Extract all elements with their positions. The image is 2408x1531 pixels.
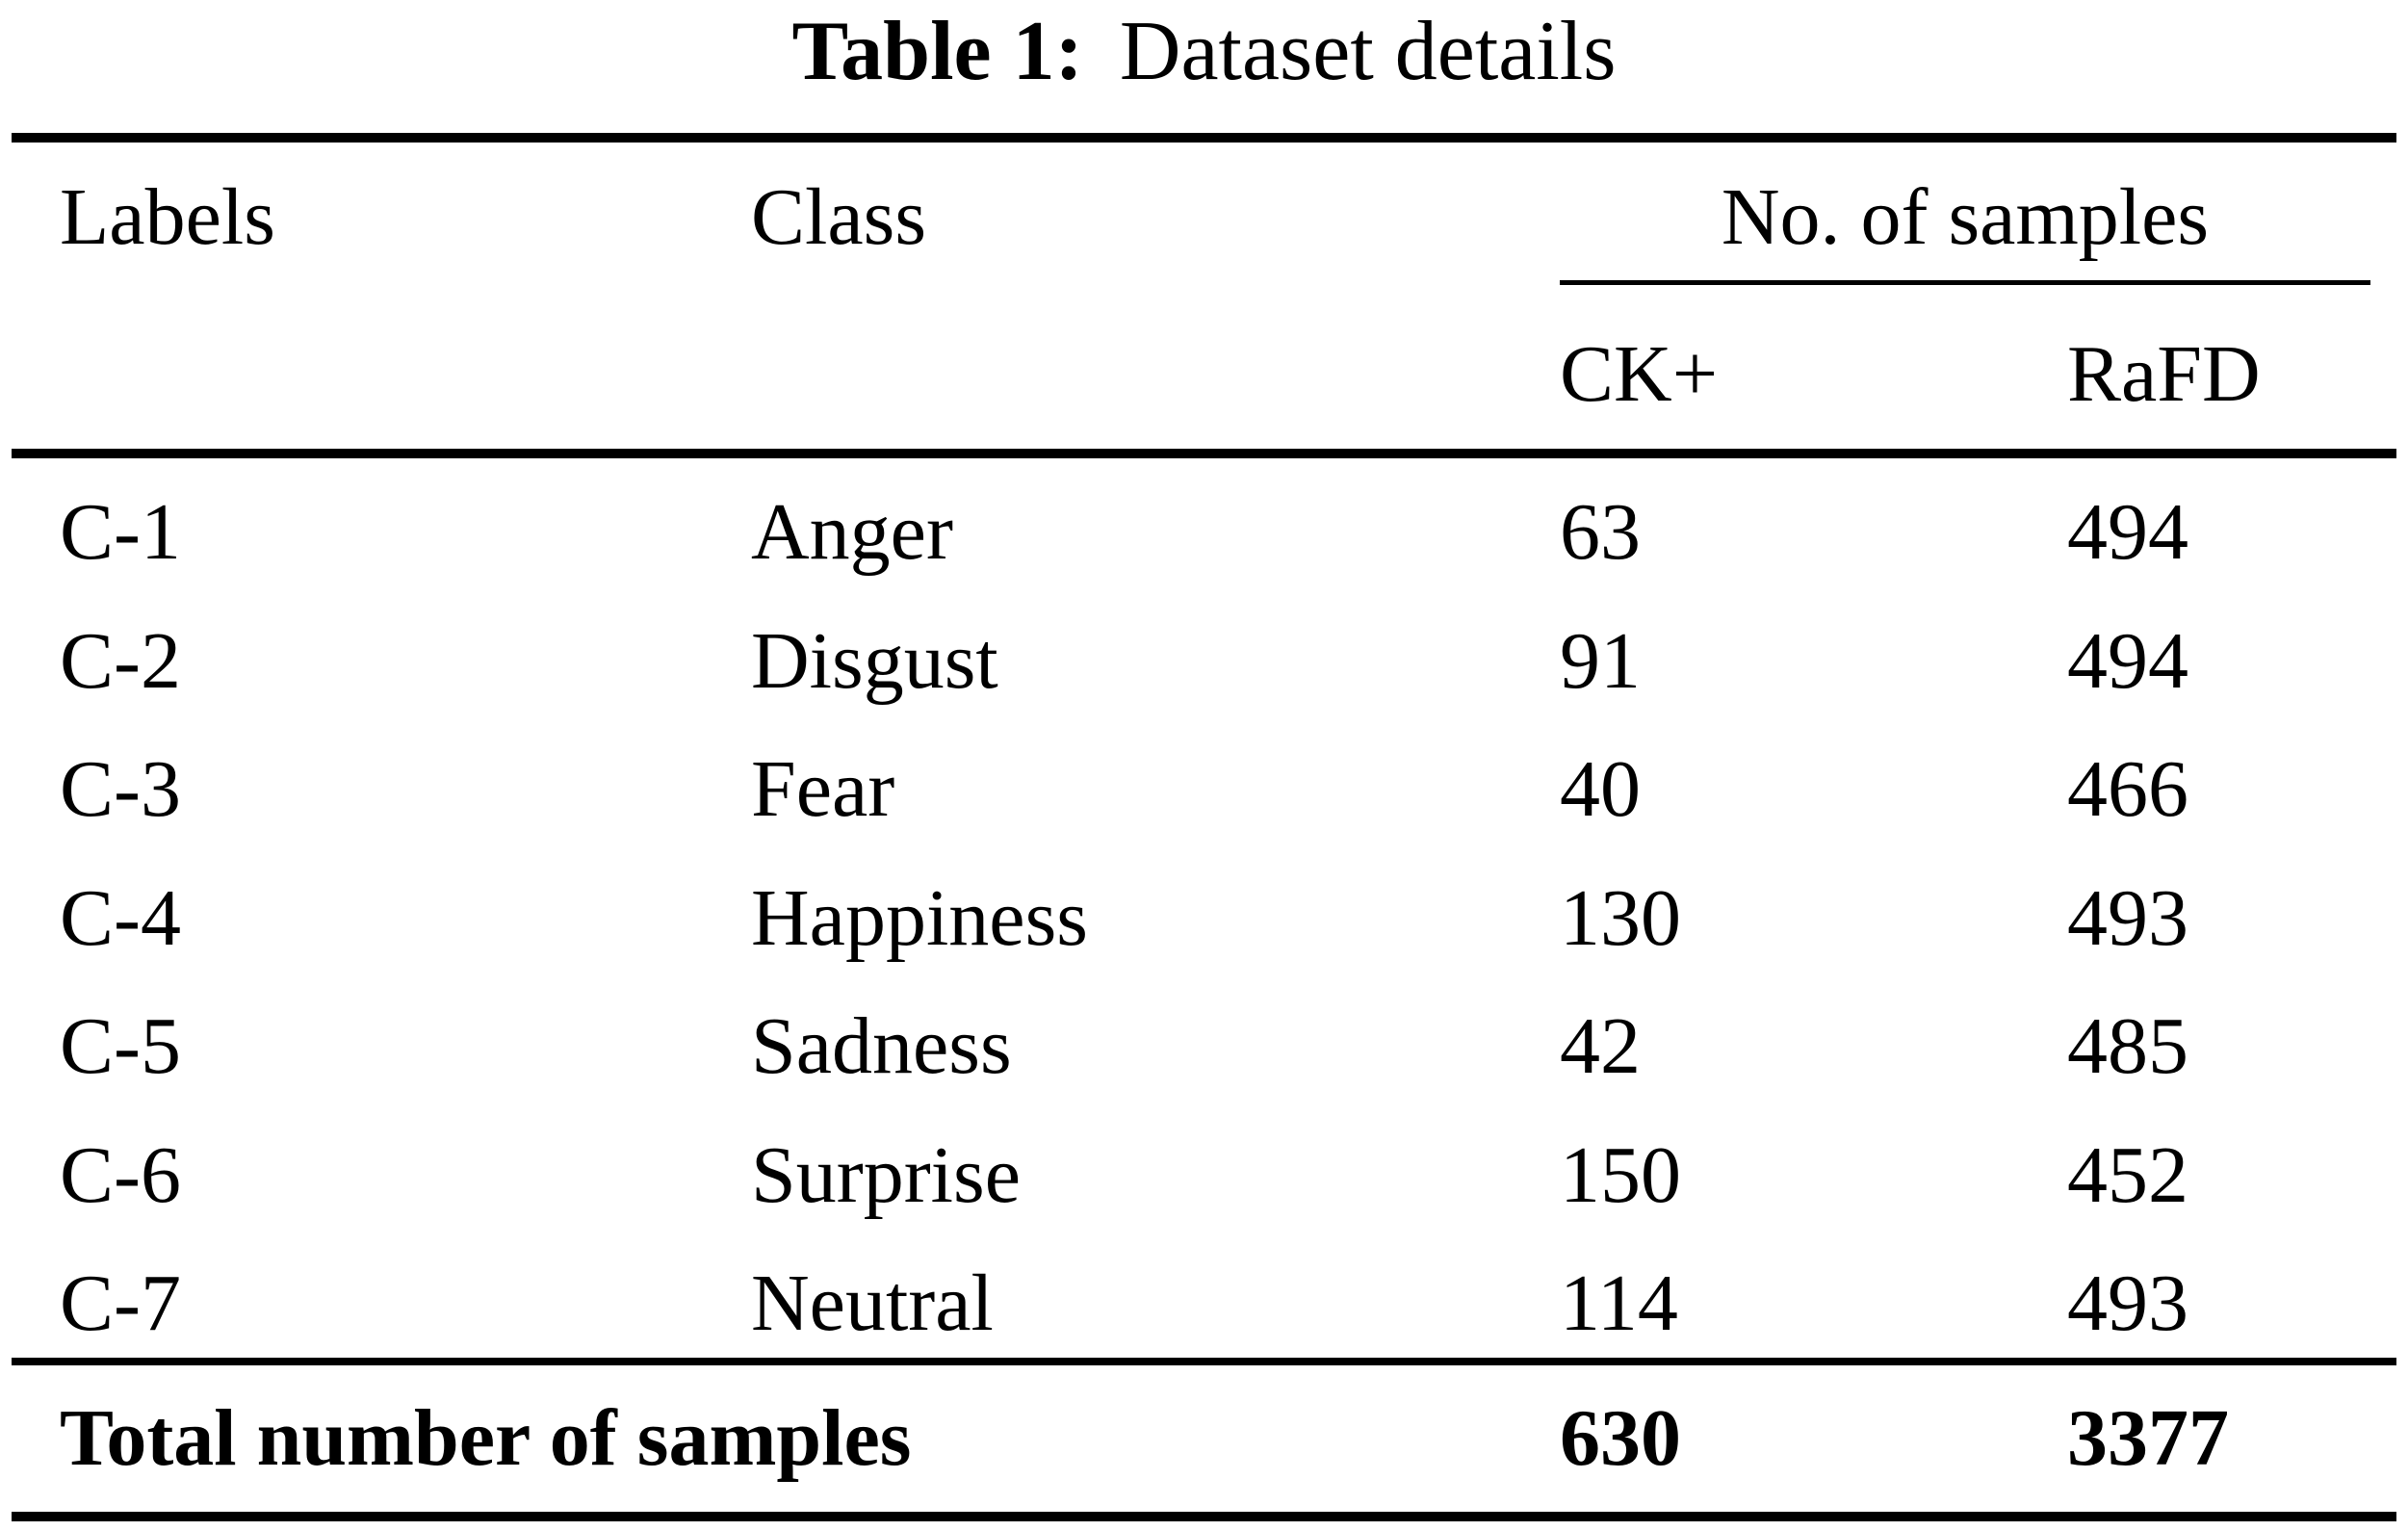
table-caption: Table 1: Dataset details: [0, 8, 2408, 96]
row-label: C-7: [60, 1259, 181, 1348]
row-class: Surprise: [751, 1130, 1021, 1220]
row-rafd-value: 485: [2067, 1001, 2188, 1091]
row-label: C-6: [60, 1130, 181, 1220]
row-label: C-2: [60, 616, 181, 706]
total-rafd-value: 3377: [2067, 1393, 2229, 1483]
table-caption-text: Dataset details: [1119, 5, 1617, 98]
row-class: Neutral: [751, 1259, 994, 1348]
row-class: Disgust: [751, 616, 998, 706]
row-rafd-value: 493: [2067, 1259, 2188, 1348]
row-ck-value: 130: [1560, 873, 1681, 963]
row-rafd-value: 466: [2067, 744, 2188, 834]
header-samples-group: No. of samples: [1721, 172, 2210, 262]
rule-bottom: [12, 1512, 2396, 1521]
row-rafd-value: 494: [2067, 487, 2188, 577]
row-ck-value: 42: [1560, 1001, 1641, 1091]
row-class: Happiness: [751, 873, 1088, 963]
rule-header-bottom: [12, 449, 2396, 458]
header-ck: CK+: [1560, 329, 1719, 419]
row-label: C-3: [60, 744, 181, 834]
header-rafd: RaFD: [2067, 329, 2261, 419]
row-rafd-value: 494: [2067, 616, 2188, 706]
table-caption-number: Table 1:: [791, 5, 1083, 98]
row-ck-value: 63: [1560, 487, 1641, 577]
row-rafd-value: 452: [2067, 1130, 2188, 1220]
row-ck-value: 114: [1560, 1259, 1678, 1348]
row-class: Sadness: [751, 1001, 1012, 1091]
row-label: C-5: [60, 1001, 181, 1091]
rule-samples-group: [1560, 280, 2370, 285]
total-ck-value: 630: [1560, 1393, 1681, 1483]
row-label: C-4: [60, 873, 181, 963]
header-class: Class: [751, 172, 927, 262]
total-label: Total number of samples: [60, 1393, 912, 1483]
rule-above-total: [12, 1358, 2396, 1365]
row-ck-value: 91: [1560, 616, 1641, 706]
rule-top: [12, 133, 2396, 143]
header-labels: Labels: [60, 172, 275, 262]
row-ck-value: 40: [1560, 744, 1641, 834]
row-rafd-value: 493: [2067, 873, 2188, 963]
row-class: Fear: [751, 744, 895, 834]
row-ck-value: 150: [1560, 1130, 1681, 1220]
row-label: C-1: [60, 487, 181, 577]
row-class: Anger: [751, 487, 953, 577]
